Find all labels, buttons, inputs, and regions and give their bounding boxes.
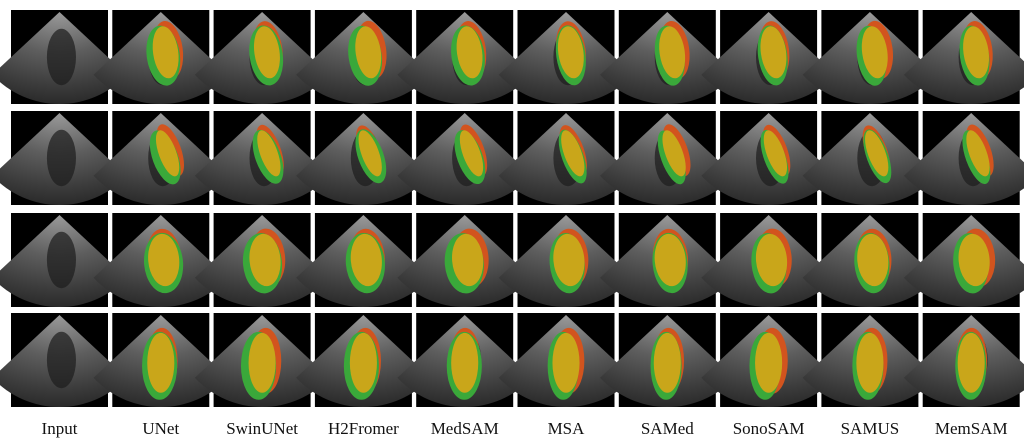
overlap-mask <box>957 332 985 393</box>
ultrasound-image <box>600 111 735 205</box>
overlap-mask <box>763 130 788 177</box>
overlap-mask <box>856 332 884 393</box>
ultrasound-image <box>194 10 330 105</box>
ultrasound-image <box>903 10 1024 104</box>
ultrasound-image <box>296 10 431 104</box>
ultrasound-image <box>0 213 127 307</box>
column-label: MemSAM <box>935 419 1008 438</box>
overlap-mask <box>861 26 888 79</box>
overlap-mask <box>659 26 686 79</box>
ultrasound-image <box>0 111 127 205</box>
ultrasound-image <box>296 313 431 407</box>
ultrasound-image <box>93 10 229 105</box>
ultrasound-image <box>903 111 1024 205</box>
ultrasound-image <box>903 213 1024 307</box>
overlap-mask <box>755 233 788 287</box>
overlap-mask <box>452 233 484 287</box>
ultrasound-image <box>93 111 229 205</box>
overlap-mask <box>147 332 175 393</box>
overlap-mask <box>654 233 686 287</box>
overlap-mask <box>755 332 783 393</box>
overlap-mask <box>552 332 580 393</box>
overlap-mask <box>253 26 280 79</box>
overlap-mask <box>958 233 990 287</box>
overlap-mask <box>249 233 281 287</box>
overlap-mask <box>561 130 585 177</box>
overlap-mask <box>865 130 889 177</box>
overlap-mask <box>152 26 179 79</box>
ultrasound-image <box>802 313 938 407</box>
ultrasound-image <box>802 10 938 105</box>
ultrasound-image <box>296 213 431 307</box>
cavity <box>46 129 76 187</box>
ultrasound-image <box>701 313 836 407</box>
ultrasound-image <box>93 313 229 407</box>
ultrasound-image <box>93 213 229 307</box>
ultrasound-image <box>701 213 836 307</box>
overlap-mask <box>155 130 180 177</box>
ultrasound-image <box>600 213 735 307</box>
overlap-mask <box>857 233 889 287</box>
overlap-mask <box>557 26 584 79</box>
column-label: UNet <box>142 419 179 438</box>
column-label: Input <box>42 419 78 438</box>
ultrasound-image <box>600 313 735 407</box>
overlap-mask <box>451 332 479 393</box>
ultrasound-image <box>802 111 938 205</box>
overlap-mask <box>355 26 382 79</box>
ultrasound-image <box>194 313 330 407</box>
overlap-mask <box>456 26 483 79</box>
ultrasound-image <box>903 313 1024 407</box>
ultrasound-image <box>0 313 127 407</box>
ultrasound-image <box>600 10 735 105</box>
overlap-mask <box>653 332 681 393</box>
column-label: MSA <box>548 419 586 438</box>
overlap-mask <box>349 332 377 393</box>
overlap-mask <box>760 26 787 79</box>
ultrasound-image <box>0 10 127 104</box>
ultrasound-image <box>296 111 431 205</box>
overlap-mask <box>358 130 382 177</box>
overlap-mask <box>248 332 276 393</box>
column-label: SonoSAM <box>733 419 805 438</box>
ultrasound-image <box>397 213 532 307</box>
overlap-mask <box>966 130 990 177</box>
ultrasound-image <box>802 213 938 307</box>
overlap-mask <box>662 130 686 177</box>
column-label: MedSAM <box>431 419 499 438</box>
ultrasound-image <box>701 10 836 105</box>
cavity <box>46 331 76 389</box>
column-label: SwinUNet <box>226 419 298 438</box>
ultrasound-image <box>397 10 532 105</box>
cavity <box>46 28 76 86</box>
column-label: SAMUS <box>841 419 900 438</box>
overlap-mask <box>148 233 180 287</box>
overlap-mask <box>963 26 990 79</box>
overlap-mask <box>553 233 585 287</box>
ultrasound-image <box>498 213 634 307</box>
ultrasound-image <box>194 111 330 205</box>
ultrasound-image <box>194 213 330 307</box>
ultrasound-image <box>397 111 532 205</box>
ultrasound-image <box>397 313 532 407</box>
overlap-mask <box>350 233 382 287</box>
overlap-mask <box>459 130 484 177</box>
column-label: H2Fromer <box>328 419 399 438</box>
ultrasound-image <box>701 111 836 206</box>
ultrasound-image <box>498 111 634 205</box>
ultrasound-image <box>498 10 634 105</box>
cavity <box>46 231 76 289</box>
column-label: SAMed <box>641 419 694 438</box>
ultrasound-image <box>498 313 634 407</box>
overlap-mask <box>257 130 281 177</box>
